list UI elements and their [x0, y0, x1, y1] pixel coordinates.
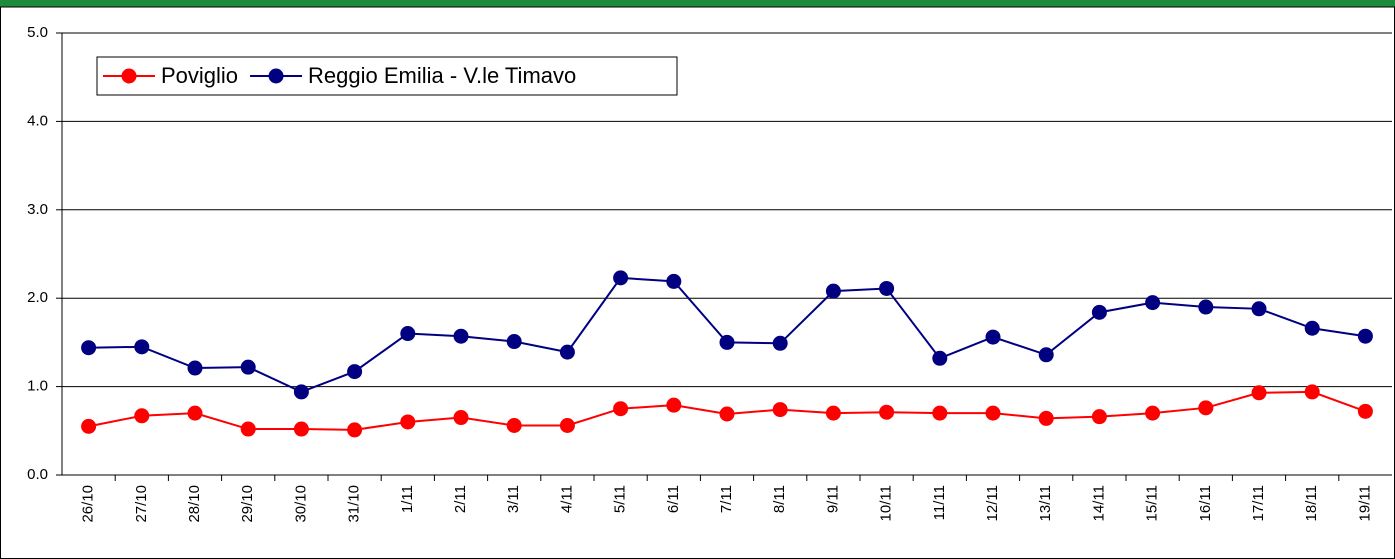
x-tick-label: 10/11 — [878, 485, 895, 521]
x-tick-label: 13/11 — [1037, 485, 1054, 521]
x-tick-label: 8/11 — [771, 485, 788, 513]
data-point — [1091, 304, 1107, 320]
legend-box — [96, 56, 678, 96]
data-point — [613, 270, 629, 286]
data-point — [613, 401, 629, 417]
data-point — [240, 359, 256, 375]
data-point — [879, 404, 895, 420]
data-point — [506, 334, 522, 350]
legend: Poviglio Reggio Emilia - V.le Timavo — [96, 56, 678, 96]
data-point — [1357, 403, 1373, 419]
x-tick-label: 26/10 — [80, 485, 97, 523]
x-tick-label: 7/11 — [718, 485, 735, 513]
data-point — [1038, 410, 1054, 426]
y-tick-label: 3.0 — [27, 201, 48, 218]
data-point — [772, 402, 788, 418]
data-point — [985, 329, 1001, 345]
data-point — [666, 397, 682, 413]
data-point — [1304, 320, 1320, 336]
data-point — [1091, 409, 1107, 425]
x-tick-label: 27/10 — [133, 485, 150, 523]
data-point — [293, 384, 309, 400]
data-point — [187, 360, 203, 376]
legend-label: Poviglio — [161, 63, 238, 88]
data-point — [719, 334, 735, 350]
data-point — [932, 350, 948, 366]
data-point — [1251, 385, 1267, 401]
data-point — [825, 283, 841, 299]
data-point — [81, 340, 97, 356]
x-tick-label: 2/11 — [452, 485, 469, 513]
x-tick-label: 17/11 — [1250, 485, 1267, 521]
x-tick-label: 16/11 — [1197, 485, 1214, 521]
data-point — [293, 421, 309, 437]
data-point — [1251, 301, 1267, 317]
data-point — [559, 344, 575, 360]
data-point — [932, 405, 948, 421]
data-point — [985, 405, 1001, 421]
title-bar — [0, 0, 1395, 7]
x-tick-label: 5/11 — [612, 485, 629, 513]
y-tick-label: 4.0 — [27, 112, 48, 129]
x-tick-label: 30/10 — [292, 485, 309, 523]
x-tick-label: 4/11 — [558, 485, 575, 513]
series-line — [88, 276, 1366, 393]
data-point — [879, 280, 895, 296]
data-point — [453, 410, 469, 426]
x-tick-label: 1/11 — [399, 485, 416, 513]
data-point — [1038, 347, 1054, 363]
data-point — [666, 273, 682, 289]
y-tick-label: 2.0 — [27, 289, 48, 306]
data-point — [240, 421, 256, 437]
x-tick-label: 28/10 — [186, 485, 203, 523]
x-tick-label: 11/11 — [931, 485, 948, 520]
data-point — [825, 405, 841, 421]
x-tick-label: 18/11 — [1303, 485, 1320, 521]
x-tick-label: 6/11 — [665, 485, 682, 513]
data-point — [400, 414, 416, 430]
data-point — [1304, 384, 1320, 400]
data-point — [134, 408, 150, 424]
data-point — [347, 364, 363, 380]
data-point — [187, 405, 203, 421]
y-tick-label: 1.0 — [27, 378, 48, 395]
data-point — [453, 328, 469, 344]
legend-marker — [121, 68, 137, 84]
x-tick-label: 12/11 — [984, 485, 1001, 521]
x-tick-label: 14/11 — [1090, 485, 1107, 521]
data-point — [347, 422, 363, 438]
x-tick-label: 29/10 — [239, 485, 256, 523]
y-tick-label: 0.0 — [27, 466, 48, 483]
data-point — [559, 417, 575, 433]
data-point — [1145, 295, 1161, 311]
y-tick-label: 5.0 — [27, 24, 48, 41]
data-point — [1198, 400, 1214, 416]
legend-marker — [268, 68, 284, 84]
x-tick-label: 9/11 — [824, 485, 841, 513]
data-point — [1198, 299, 1214, 315]
data-point — [719, 406, 735, 422]
x-tick-label: 15/11 — [1144, 485, 1161, 521]
data-point — [1357, 328, 1373, 344]
legend-label: Reggio Emilia - V.le Timavo — [308, 63, 576, 88]
data-point — [134, 339, 150, 355]
data-point — [1145, 405, 1161, 421]
data-point — [81, 418, 97, 434]
data-point — [506, 417, 522, 433]
data-point — [772, 335, 788, 351]
data-point — [400, 326, 416, 342]
x-tick-label: 3/11 — [505, 485, 522, 513]
x-tick-label: 19/11 — [1356, 485, 1373, 521]
x-tick-label: 31/10 — [346, 485, 363, 523]
